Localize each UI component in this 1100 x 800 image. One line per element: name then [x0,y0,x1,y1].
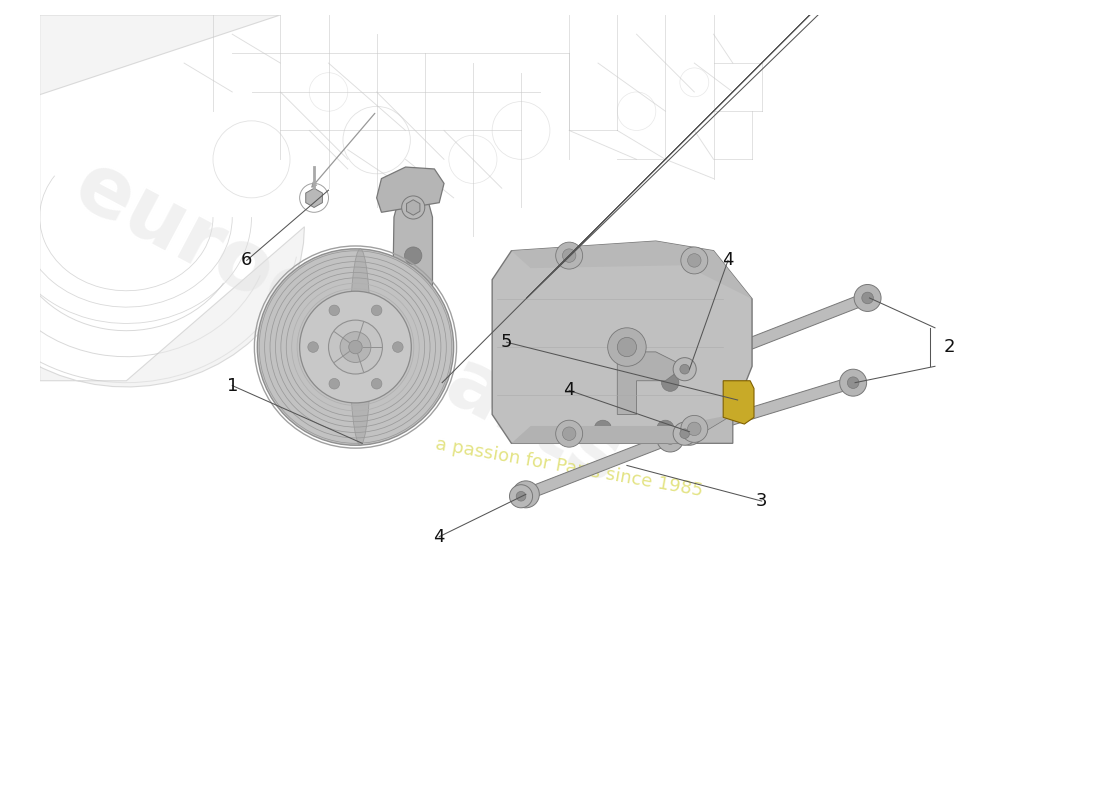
Circle shape [562,427,576,441]
Ellipse shape [588,250,723,443]
Ellipse shape [261,253,450,442]
Circle shape [607,328,646,366]
Circle shape [372,378,382,389]
Circle shape [408,202,418,212]
Circle shape [340,332,371,362]
Circle shape [257,249,453,446]
Circle shape [680,364,690,374]
Text: 4: 4 [563,382,575,399]
Circle shape [509,485,532,508]
Polygon shape [683,375,859,439]
Text: 5: 5 [500,334,513,351]
Text: 1: 1 [227,377,238,394]
Polygon shape [723,381,754,424]
Circle shape [516,491,526,501]
Polygon shape [407,200,420,215]
Circle shape [847,377,859,389]
Polygon shape [512,414,733,443]
Circle shape [405,295,422,313]
Circle shape [673,358,696,381]
Polygon shape [683,290,874,374]
Circle shape [657,420,674,438]
Circle shape [329,305,340,316]
Circle shape [617,338,637,357]
Circle shape [405,382,422,399]
Circle shape [405,199,422,216]
Circle shape [308,342,318,352]
Text: 4: 4 [723,251,734,270]
Polygon shape [569,352,733,443]
Circle shape [688,254,701,267]
Circle shape [299,291,411,403]
Circle shape [684,426,695,438]
Circle shape [684,362,695,373]
Circle shape [329,378,340,389]
Circle shape [513,481,539,508]
Ellipse shape [350,249,371,446]
Polygon shape [376,167,444,212]
Polygon shape [0,15,305,387]
Text: 2: 2 [944,338,955,356]
Circle shape [673,422,696,446]
Circle shape [680,429,690,438]
Circle shape [405,247,422,264]
Circle shape [664,433,676,444]
Text: 4: 4 [433,528,446,546]
Circle shape [861,292,873,304]
Circle shape [556,242,583,269]
Circle shape [372,305,382,316]
Circle shape [676,354,703,381]
Polygon shape [492,241,752,443]
Circle shape [681,247,707,274]
Polygon shape [617,352,684,414]
Circle shape [839,369,867,396]
Circle shape [556,420,583,447]
Circle shape [657,425,684,452]
Circle shape [405,343,422,361]
Text: 6: 6 [241,251,252,270]
Circle shape [562,249,576,262]
Text: a passion for Parts since 1985: a passion for Parts since 1985 [434,435,704,500]
Circle shape [681,415,707,442]
Circle shape [676,418,703,446]
Circle shape [349,340,362,354]
Circle shape [402,196,425,219]
Circle shape [393,342,403,352]
Text: eurocarparts: eurocarparts [60,145,635,502]
Polygon shape [519,431,678,502]
Polygon shape [512,241,752,299]
Circle shape [594,420,612,438]
Circle shape [854,285,881,311]
Circle shape [688,422,701,436]
Circle shape [520,489,531,500]
Polygon shape [392,196,432,414]
Circle shape [329,320,383,374]
Text: 3: 3 [756,492,768,510]
Circle shape [661,374,679,391]
Polygon shape [306,188,322,207]
